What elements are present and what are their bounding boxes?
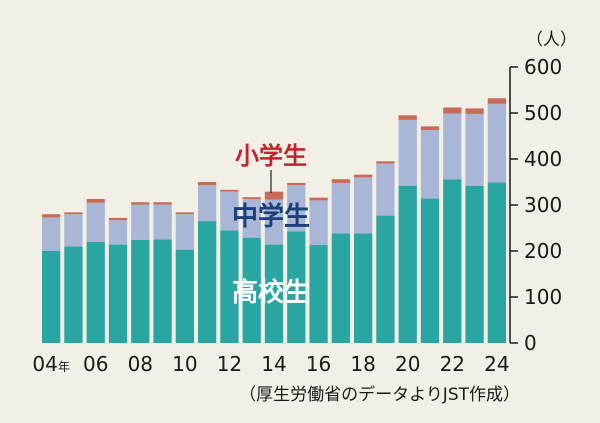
y-tick-label: 400 [524, 147, 562, 171]
bar-high-17 [331, 233, 350, 343]
bar-elementary-04 [42, 214, 61, 218]
bar-high-07 [108, 244, 128, 343]
bar-high-21 [420, 198, 440, 343]
x-tick-label: 12 [217, 352, 242, 376]
bar-middle-15 [287, 185, 306, 232]
bar-elementary-21 [420, 126, 440, 131]
bar-elementary-07 [108, 217, 128, 221]
bar-middle-08 [131, 204, 150, 240]
bar-middle-10 [175, 214, 194, 250]
y-unit-label: （人） [526, 30, 577, 50]
bar-elementary-15 [287, 182, 306, 186]
bar-elementary-24 [487, 98, 506, 104]
bar-high-05 [64, 246, 83, 343]
bar-high-22 [443, 179, 462, 343]
bar-high-12 [220, 230, 239, 343]
bar-high-08 [131, 239, 150, 343]
series-label-high: 高校生 [232, 277, 310, 308]
bar-middle-14 [264, 199, 284, 245]
y-tick-label: 0 [524, 331, 537, 355]
bar-elementary-22 [443, 107, 462, 114]
bar-high-06 [86, 241, 105, 343]
bar-middle-11 [198, 185, 217, 222]
bar-middle-21 [420, 130, 440, 199]
bar-middle-07 [108, 220, 128, 245]
x-tick-label: 22 [440, 352, 465, 376]
bar-elementary-17 [331, 179, 350, 183]
y-tick-group: 0 100 200 300 400 500 600 [510, 55, 562, 355]
series-label-elementary: 小学生 [235, 142, 307, 170]
bar-middle-17 [331, 182, 350, 234]
bar-middle-23 [465, 113, 484, 186]
bar-high-18 [354, 233, 373, 343]
bar-elementary-13 [242, 197, 261, 200]
bar-elementary-23 [465, 108, 484, 114]
bar-high-13 [242, 237, 261, 343]
bar-middle-22 [443, 113, 462, 180]
y-tick-label: 600 [524, 55, 562, 79]
bar-middle-09 [153, 204, 172, 240]
x-tick-label: 14 [261, 352, 286, 376]
bar-middle-16 [309, 200, 328, 246]
bar-middle-24 [487, 103, 506, 183]
x-tick-label: 04年 [32, 352, 69, 376]
bar-high-04 [42, 251, 61, 343]
bar-middle-06 [86, 202, 105, 242]
y-tick-label: 200 [524, 239, 562, 263]
bar-high-11 [198, 221, 217, 343]
x-tick-label: 24 [484, 352, 509, 376]
bar-elementary-18 [354, 174, 373, 178]
bar-middle-20 [398, 119, 417, 186]
bar-middle-18 [354, 177, 373, 234]
bar-high-16 [309, 245, 328, 343]
bar-elementary-09 [153, 202, 172, 205]
bar-high-24 [487, 182, 506, 343]
x-tick-label: 10 [172, 352, 197, 376]
bar-elementary-20 [398, 115, 417, 120]
bar-middle-04 [42, 217, 61, 251]
bar-elementary-05 [64, 212, 83, 215]
bar-elementary-19 [376, 161, 395, 164]
bar-high-19 [376, 215, 395, 343]
bar-middle-19 [376, 163, 395, 216]
y-tick-label: 500 [524, 101, 562, 125]
bar-middle-05 [64, 214, 83, 247]
bar-elementary-06 [86, 199, 105, 203]
x-tick-label: 08 [128, 352, 153, 376]
bar-high-23 [465, 185, 484, 343]
bar-high-15 [287, 231, 306, 343]
x-tick-group: 04年 06 08 10 12 14 16 18 20 22 24 [32, 352, 509, 376]
x-tick-label: 06 [83, 352, 108, 376]
bar-elementary-16 [309, 197, 328, 201]
x-tick-label: 16 [306, 352, 331, 376]
bar-elementary-12 [220, 189, 239, 192]
y-tick-label: 100 [524, 285, 562, 309]
bar-high-14 [264, 244, 284, 343]
bar-elementary-08 [131, 202, 150, 205]
source-note: （厚生労働省のデータよりJST作成） [239, 384, 520, 405]
bar-elementary-10 [175, 212, 194, 215]
y-tick-label: 300 [524, 193, 562, 217]
bar-middle-12 [220, 191, 239, 231]
bar-high-09 [153, 239, 172, 343]
bar-elementary-11 [198, 182, 217, 186]
x-tick-label: 18 [350, 352, 375, 376]
x-tick-label: 20 [395, 352, 420, 376]
series-label-middle: 中学生 [232, 201, 310, 232]
bar-high-20 [398, 185, 417, 343]
bar-high-10 [175, 249, 194, 343]
bar-middle-13 [242, 199, 261, 238]
bar-elementary-14 [264, 191, 284, 200]
bar-group [42, 98, 506, 343]
